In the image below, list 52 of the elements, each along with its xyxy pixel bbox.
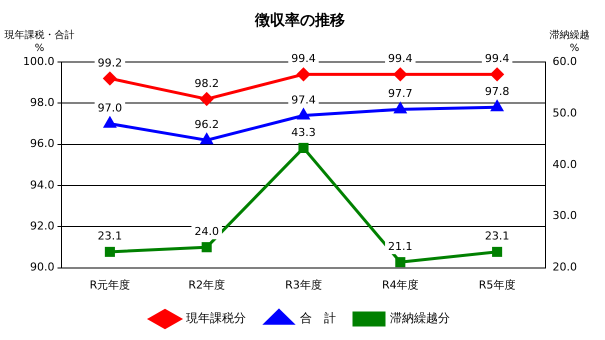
point	[297, 68, 310, 81]
y2-axis-title: 滞納繰越 %	[550, 29, 590, 54]
data-label: 99.4	[388, 52, 413, 66]
data-label: 21.1	[388, 240, 413, 253]
x-tick-label: R5年度	[478, 278, 516, 292]
point	[492, 246, 502, 257]
point	[395, 257, 406, 268]
point	[202, 242, 212, 252]
point	[298, 142, 309, 153]
y2-tick-label: 30.0	[552, 209, 578, 222]
legend-label: 滞納繰越分	[390, 311, 450, 326]
legend-label: 合 計	[300, 311, 336, 326]
y-axis-title: 現年課税・合計 %	[4, 29, 74, 54]
x-tick-label: R3年度	[285, 278, 322, 292]
y-tick-label: 96.0	[30, 137, 54, 150]
data-label: 24.0	[194, 225, 219, 238]
point	[103, 72, 116, 85]
data-label: 99.4	[484, 52, 510, 66]
data-label: 23.1	[98, 230, 122, 243]
x-tick-label: R元年度	[90, 278, 130, 292]
data-label: 98.2	[194, 76, 219, 90]
data-label: 43.3	[291, 126, 316, 139]
y-tick-label: 94.0	[30, 178, 54, 192]
data-label: 97.4	[291, 93, 316, 106]
data-label: 99.2	[98, 56, 122, 70]
y2-tick-label: 60.0	[552, 54, 578, 68]
data-label: 99.4	[291, 52, 316, 66]
point	[490, 68, 504, 81]
point	[394, 68, 407, 81]
y-tick-label: 90.0	[30, 260, 54, 274]
point	[491, 100, 503, 112]
point	[298, 109, 310, 120]
point	[104, 246, 115, 257]
y2-tick-label: 20.0	[552, 260, 578, 274]
data-label: 97.0	[98, 102, 122, 115]
x-tick-label: R2年度	[188, 278, 226, 292]
y-tick-label: 92.0	[30, 220, 54, 232]
y2-tick-label: 40.0	[552, 158, 578, 171]
data-label: 97.7	[388, 87, 413, 100]
y-tick-label: 98.0	[30, 96, 54, 110]
data-label: 23.1	[484, 230, 510, 243]
point	[200, 134, 213, 144]
data-label: 97.8	[484, 85, 510, 98]
legend-label: 現年課税分	[186, 311, 246, 326]
point	[104, 117, 116, 128]
y2-tick-label: 50.0	[552, 106, 578, 120]
data-label: 96.2	[194, 118, 219, 132]
point	[200, 92, 214, 106]
point	[394, 102, 406, 114]
y-tick-label: 100.0	[22, 54, 54, 68]
chart-title: 徴収率の推移	[254, 10, 345, 29]
x-tick-label: R4年度	[382, 278, 419, 292]
